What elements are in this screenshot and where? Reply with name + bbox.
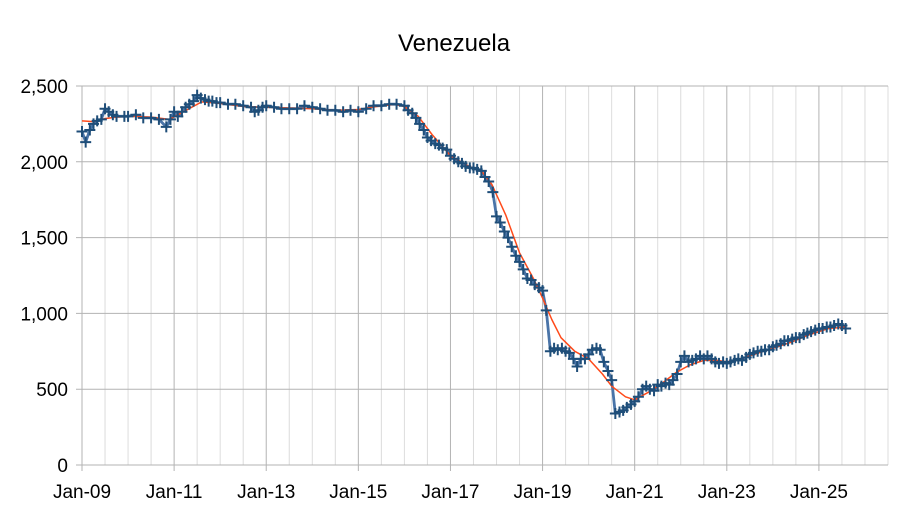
- x-tick-label: Jan-15: [329, 482, 387, 503]
- data-point: [563, 347, 575, 359]
- y-tick-label: 2,000: [20, 153, 68, 174]
- trend-line: [81, 101, 846, 401]
- x-tick-label: Jan-19: [514, 482, 572, 503]
- data-point: [671, 368, 683, 380]
- data-point: [164, 113, 176, 125]
- data-point: [314, 103, 326, 115]
- data-point: [84, 124, 96, 136]
- data-point: [571, 360, 583, 372]
- monthly-markers: [76, 89, 852, 419]
- data-point: [375, 100, 387, 112]
- data-point: [475, 165, 487, 177]
- data-point: [80, 136, 92, 148]
- data-point: [648, 385, 660, 397]
- y-tick-label: 1,500: [20, 229, 68, 250]
- data-point: [306, 101, 318, 113]
- axes: [81, 86, 888, 471]
- data-point: [352, 106, 364, 118]
- data-point: [410, 112, 422, 124]
- data-point: [145, 112, 157, 124]
- data-point: [130, 109, 142, 121]
- data-point: [510, 250, 522, 262]
- data-point: [540, 304, 552, 316]
- x-tick-label: Jan-23: [698, 482, 756, 503]
- x-tick-label: Jan-17: [421, 482, 479, 503]
- x-tick-label: Jan-11: [146, 482, 203, 503]
- data-point: [487, 186, 499, 198]
- y-tick-label: 2,500: [20, 77, 68, 98]
- data-point: [337, 106, 349, 118]
- data-point: [606, 374, 618, 386]
- data-point: [667, 374, 679, 386]
- x-tick-label: Jan-21: [606, 482, 664, 503]
- data-point: [494, 216, 506, 228]
- data-point: [418, 124, 430, 136]
- x-tick-label: Jan-25: [790, 482, 848, 503]
- data-point: [514, 256, 526, 268]
- data-point: [517, 263, 529, 275]
- data-point: [329, 104, 341, 116]
- x-tick-label: Jan-09: [53, 482, 111, 503]
- data-point: [298, 100, 310, 112]
- data-point: [160, 121, 172, 133]
- data-point: [594, 344, 606, 356]
- data-point: [268, 101, 280, 113]
- data-point: [95, 113, 107, 125]
- series-layer: [76, 89, 852, 419]
- y-tick-label: 1,000: [20, 304, 68, 325]
- data-point: [345, 104, 357, 116]
- data-point: [414, 118, 426, 130]
- data-point: [498, 226, 510, 238]
- grid: [76, 85, 889, 466]
- y-tick-label: 0: [57, 456, 68, 477]
- tick-labels: 0 500 1,000 1,500 2,000 2,500 Jan-09 Jan-11 Jan-…: [20, 77, 848, 503]
- y-tick-label: 500: [36, 380, 68, 401]
- data-point: [260, 100, 272, 112]
- data-point: [840, 323, 852, 335]
- data-point: [122, 110, 134, 122]
- data-point: [291, 103, 303, 115]
- data-point: [229, 98, 241, 110]
- data-point: [76, 125, 88, 137]
- data-point: [214, 97, 226, 109]
- data-point: [506, 241, 518, 253]
- data-point: [441, 144, 453, 156]
- data-point: [391, 98, 403, 110]
- data-point: [602, 365, 614, 377]
- data-point: [537, 285, 549, 297]
- data-point: [153, 113, 165, 125]
- data-point: [483, 176, 495, 188]
- chart-title: Venezuela: [398, 30, 511, 57]
- data-point: [187, 95, 199, 107]
- x-tick-label: Jan-13: [237, 482, 295, 503]
- data-point: [360, 103, 372, 115]
- data-point: [502, 232, 514, 244]
- data-point: [678, 350, 690, 362]
- data-point: [491, 210, 503, 222]
- data-point: [237, 100, 249, 112]
- data-point: [598, 356, 610, 368]
- data-point: [632, 391, 644, 403]
